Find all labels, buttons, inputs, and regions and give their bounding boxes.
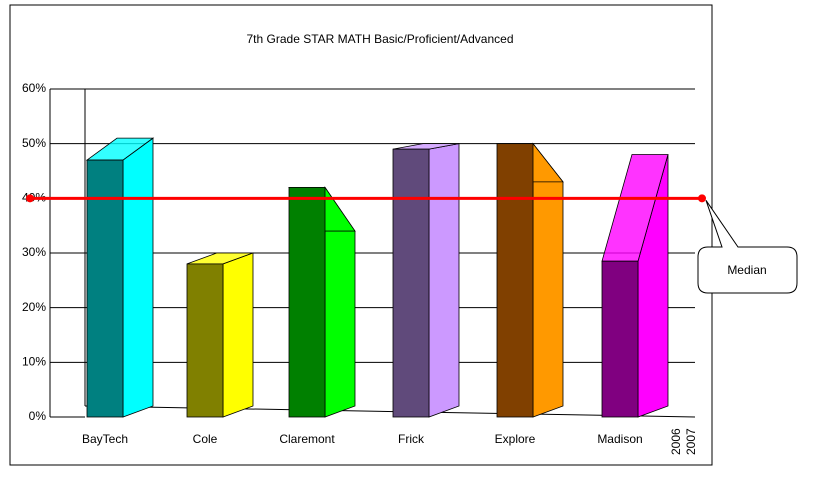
bar-front <box>288 186 326 418</box>
bar-front <box>86 159 124 418</box>
y-tick-label: 30% <box>22 245 46 259</box>
chart-title: 7th Grade STAR MATH Basic/Proficient/Adv… <box>247 32 514 46</box>
legend-label: 2006 <box>669 428 683 455</box>
x-tick-label: Cole <box>193 432 218 446</box>
bar-front <box>601 260 639 418</box>
y-tick-label: 0% <box>29 409 47 423</box>
callout-label: Median <box>727 263 766 277</box>
bar-front <box>392 148 430 418</box>
bar-front <box>186 263 224 418</box>
median-end <box>26 194 34 203</box>
bar-side <box>122 137 154 418</box>
bar-side <box>532 142 564 418</box>
bar-side <box>222 252 254 418</box>
y-tick-label: 50% <box>22 136 46 150</box>
legend-label: 2007 <box>684 428 698 455</box>
x-tick-label: Frick <box>398 432 425 446</box>
x-tick-label: Explore <box>495 432 536 446</box>
y-tick-label: 10% <box>22 355 46 369</box>
y-tick-label: 60% <box>22 81 46 95</box>
bar-side <box>428 143 460 418</box>
bar-front <box>496 143 534 418</box>
callout <box>697 200 798 294</box>
median-end <box>698 194 706 203</box>
y-tick-label: 20% <box>22 300 46 314</box>
x-tick-label: Claremont <box>279 432 335 446</box>
x-tick-label: Madison <box>597 432 642 446</box>
x-tick-label: BayTech <box>82 432 128 446</box>
